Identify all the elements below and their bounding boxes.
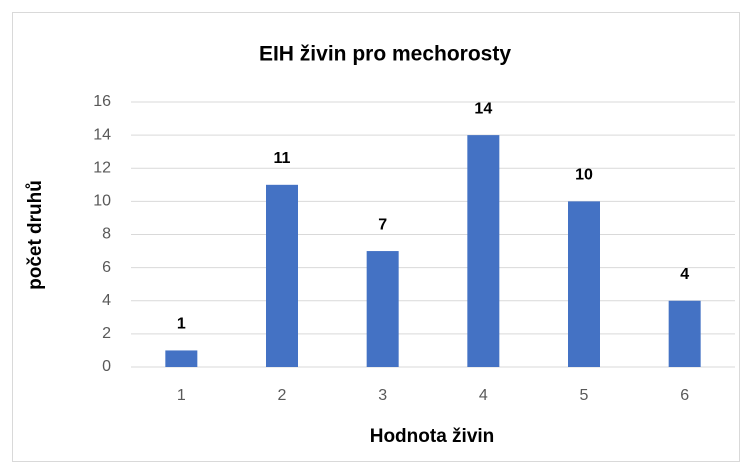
x-tick-label: 6 <box>680 387 689 404</box>
y-tick-label: 2 <box>102 325 111 342</box>
bar <box>568 201 600 367</box>
chart-border <box>12 12 740 462</box>
data-label: 14 <box>474 100 492 117</box>
y-tick-label: 6 <box>102 259 111 276</box>
y-tick-label: 12 <box>93 159 111 176</box>
data-label: 10 <box>575 167 593 184</box>
chart-title: EIH živin pro mechorosty <box>259 43 511 66</box>
y-axis-label: počet druhů <box>25 180 46 290</box>
bar <box>165 350 198 367</box>
data-label: 4 <box>680 266 689 283</box>
x-axis-label: Hodnota živin <box>370 426 495 447</box>
y-tick-label: 10 <box>93 193 111 210</box>
bar <box>266 184 298 367</box>
y-tick-label: 14 <box>93 126 111 143</box>
x-tick-label: 1 <box>177 387 186 404</box>
bar <box>467 135 500 367</box>
x-tick-label: 2 <box>278 387 287 404</box>
data-label: 1 <box>177 316 186 333</box>
bar <box>668 300 701 367</box>
x-tick-label: 4 <box>479 387 488 404</box>
data-label: 11 <box>274 150 291 167</box>
x-tick-label: 5 <box>580 387 589 404</box>
y-tick-label: 4 <box>102 292 111 309</box>
bar <box>366 251 399 367</box>
y-tick-label: 8 <box>102 226 111 243</box>
y-tick-label: 0 <box>102 358 111 375</box>
data-label: 7 <box>378 216 387 233</box>
y-tick-label: 16 <box>93 93 111 110</box>
x-tick-label: 3 <box>378 387 387 404</box>
